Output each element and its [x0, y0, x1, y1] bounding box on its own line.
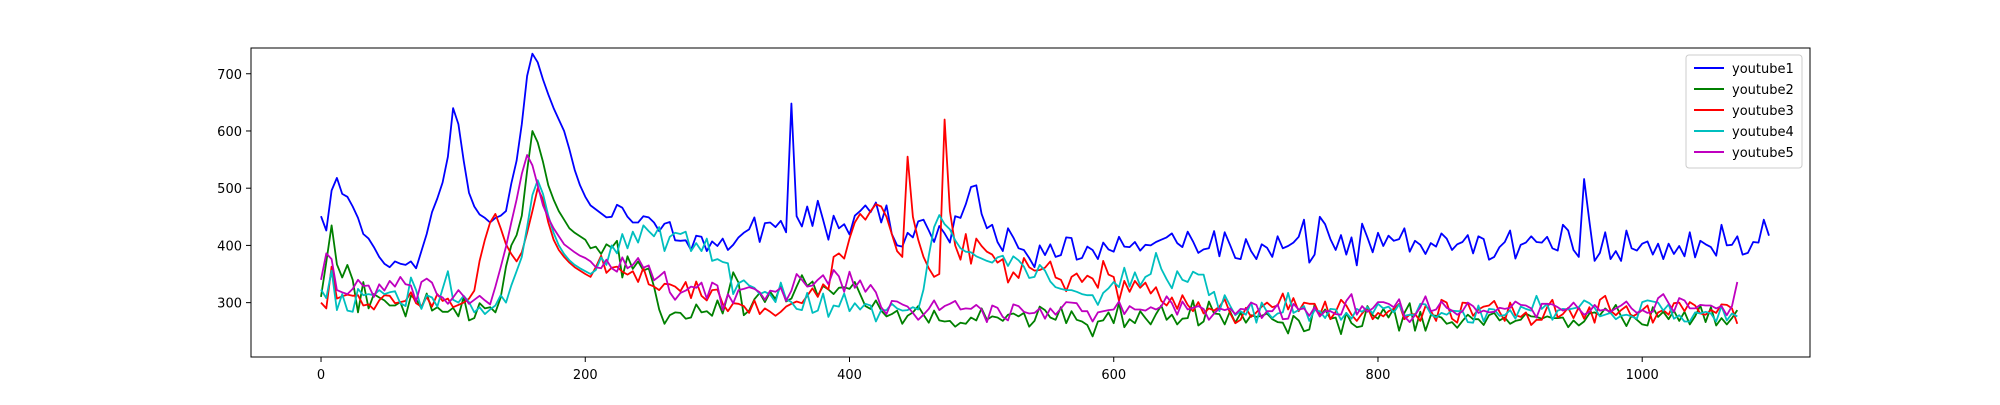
series-layer — [320, 52, 1770, 338]
x-tick-label: 200 — [573, 368, 598, 383]
y-tick-label: 400 — [217, 239, 242, 254]
x-tick-label: 1000 — [1626, 368, 1659, 383]
x-tick-label: 400 — [837, 368, 862, 383]
legend-box — [1685, 54, 1803, 169]
x-axis: 0 200 400 600 800 1000 — [317, 357, 1659, 383]
legend: youtube1 youtube2 youtube3 youtube4 youtube5 — [1685, 54, 1803, 169]
y-tick-label: 500 — [217, 182, 242, 197]
y-axis: 300 400 500 600 700 — [217, 68, 251, 312]
series-line-youtube4 — [320, 179, 1738, 324]
x-tick-label: 600 — [1101, 368, 1126, 383]
y-tick-label: 300 — [217, 297, 242, 312]
legend-label-youtube3: youtube3 — [1732, 104, 1794, 119]
series-line-youtube2 — [320, 130, 1739, 338]
legend-label-youtube2: youtube2 — [1732, 83, 1794, 98]
series-line-youtube5 — [320, 154, 1739, 324]
y-tick-label: 600 — [217, 125, 242, 140]
x-tick-label: 0 — [317, 368, 325, 383]
plot-frame — [250, 47, 1811, 358]
legend-label-youtube1: youtube1 — [1732, 62, 1794, 77]
legend-label-youtube5: youtube5 — [1732, 146, 1794, 161]
series-line-youtube1 — [320, 52, 1770, 270]
y-tick-label: 700 — [217, 68, 242, 83]
x-tick-label: 800 — [1366, 368, 1391, 383]
legend-label-youtube4: youtube4 — [1732, 125, 1794, 140]
